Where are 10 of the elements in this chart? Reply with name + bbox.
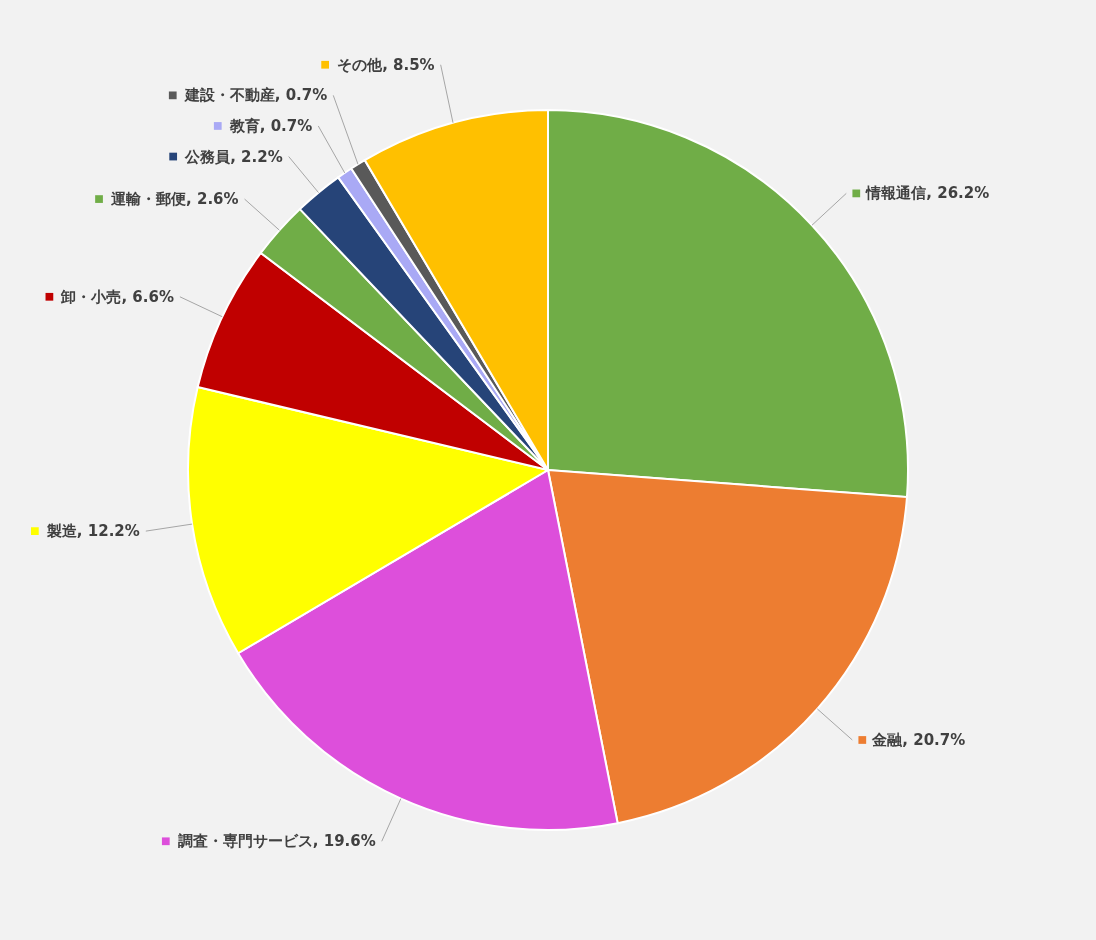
legend-label: 運輸・郵便, 2.6% [110,190,239,209]
legend-label: 卸・小売, 6.6% [60,287,174,306]
legend-label: 教育, 0.7% [228,116,313,135]
legend-label: 情報通信, 26.2% [865,184,990,203]
legend-label: 製造, 12.2% [45,522,140,541]
legend-label: 公務員, 2.2% [184,147,283,166]
legend-label: 金融, 20.7% [871,730,966,749]
legend-label: 調査・専門サービス, 19.6% [177,832,376,851]
legend-label: 建設・不動産, 0.7% [183,86,328,105]
legend-label: その他, 8.5% [337,55,435,74]
